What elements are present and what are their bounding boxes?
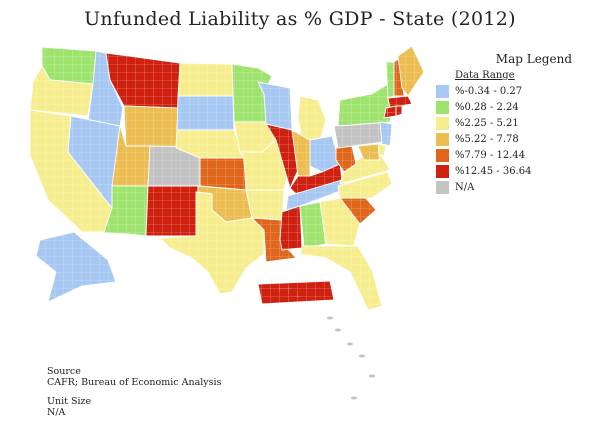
territory-island xyxy=(334,327,342,333)
unit-heading: Unit Size xyxy=(47,396,92,407)
state-ct xyxy=(383,105,397,119)
state-wy xyxy=(123,105,179,149)
legend-title: Map Legend xyxy=(495,52,572,66)
legend-label: %2.25 - 5.21 xyxy=(455,117,519,129)
legend-label: %7.79 - 12.44 xyxy=(455,149,526,161)
state-ms xyxy=(279,205,303,251)
legend-swatch xyxy=(436,180,449,194)
state-ak xyxy=(35,231,117,303)
state-ny xyxy=(337,83,393,127)
legend-item: %-0.34 - 0.27 xyxy=(436,83,586,99)
legend-swatch xyxy=(436,116,449,130)
state-ks xyxy=(199,157,247,191)
legend-subtitle: Data Range xyxy=(455,70,515,81)
legend-item: %2.25 - 5.21 xyxy=(436,115,586,131)
legend-swatch xyxy=(436,132,449,146)
territory-island xyxy=(326,315,334,321)
legend-item: %12.45 - 36.64 xyxy=(436,163,586,179)
legend-label: %-0.34 - 0.27 xyxy=(455,85,523,97)
source-text: CAFR; Bureau of Economic Analysis xyxy=(47,377,222,388)
state-me xyxy=(397,45,425,97)
legend-label: %12.45 - 36.64 xyxy=(455,165,532,177)
legend-swatch xyxy=(436,100,449,114)
state-ri xyxy=(395,105,403,117)
state-ar xyxy=(245,189,285,221)
legend-label: N/A xyxy=(455,181,475,193)
legend-swatch xyxy=(436,148,449,162)
state-sd xyxy=(176,95,235,131)
map-notes: Source CAFR; Bureau of Economic Analysis… xyxy=(47,366,221,418)
map-legend: Map Legend Data Range %-0.34 - 0.27 %0.28… xyxy=(436,52,586,195)
legend-item: %7.79 - 12.44 xyxy=(436,147,586,163)
territory-island xyxy=(346,341,354,347)
legend-item: N/A xyxy=(436,179,586,195)
territory-island xyxy=(358,353,366,359)
legend-label: %5.22 - 7.78 xyxy=(455,133,519,145)
state-mi xyxy=(297,95,327,141)
unit-text: N/A xyxy=(47,407,66,418)
territory-island xyxy=(368,373,376,379)
legend-item: %0.28 - 2.24 xyxy=(436,99,586,115)
state-nd xyxy=(177,62,234,97)
state-wa xyxy=(41,46,97,85)
legend-swatch xyxy=(436,84,449,98)
state-pr xyxy=(257,280,335,305)
territory-island xyxy=(350,395,358,401)
legend-swatch xyxy=(436,164,449,178)
legend-item: %5.22 - 7.78 xyxy=(436,131,586,147)
map-title: Unfunded Liability as % GDP - State (201… xyxy=(84,8,516,30)
source-heading: Source xyxy=(47,366,81,377)
state-nm xyxy=(145,185,199,237)
legend-label: %0.28 - 2.24 xyxy=(455,101,519,113)
state-nj xyxy=(379,121,393,147)
